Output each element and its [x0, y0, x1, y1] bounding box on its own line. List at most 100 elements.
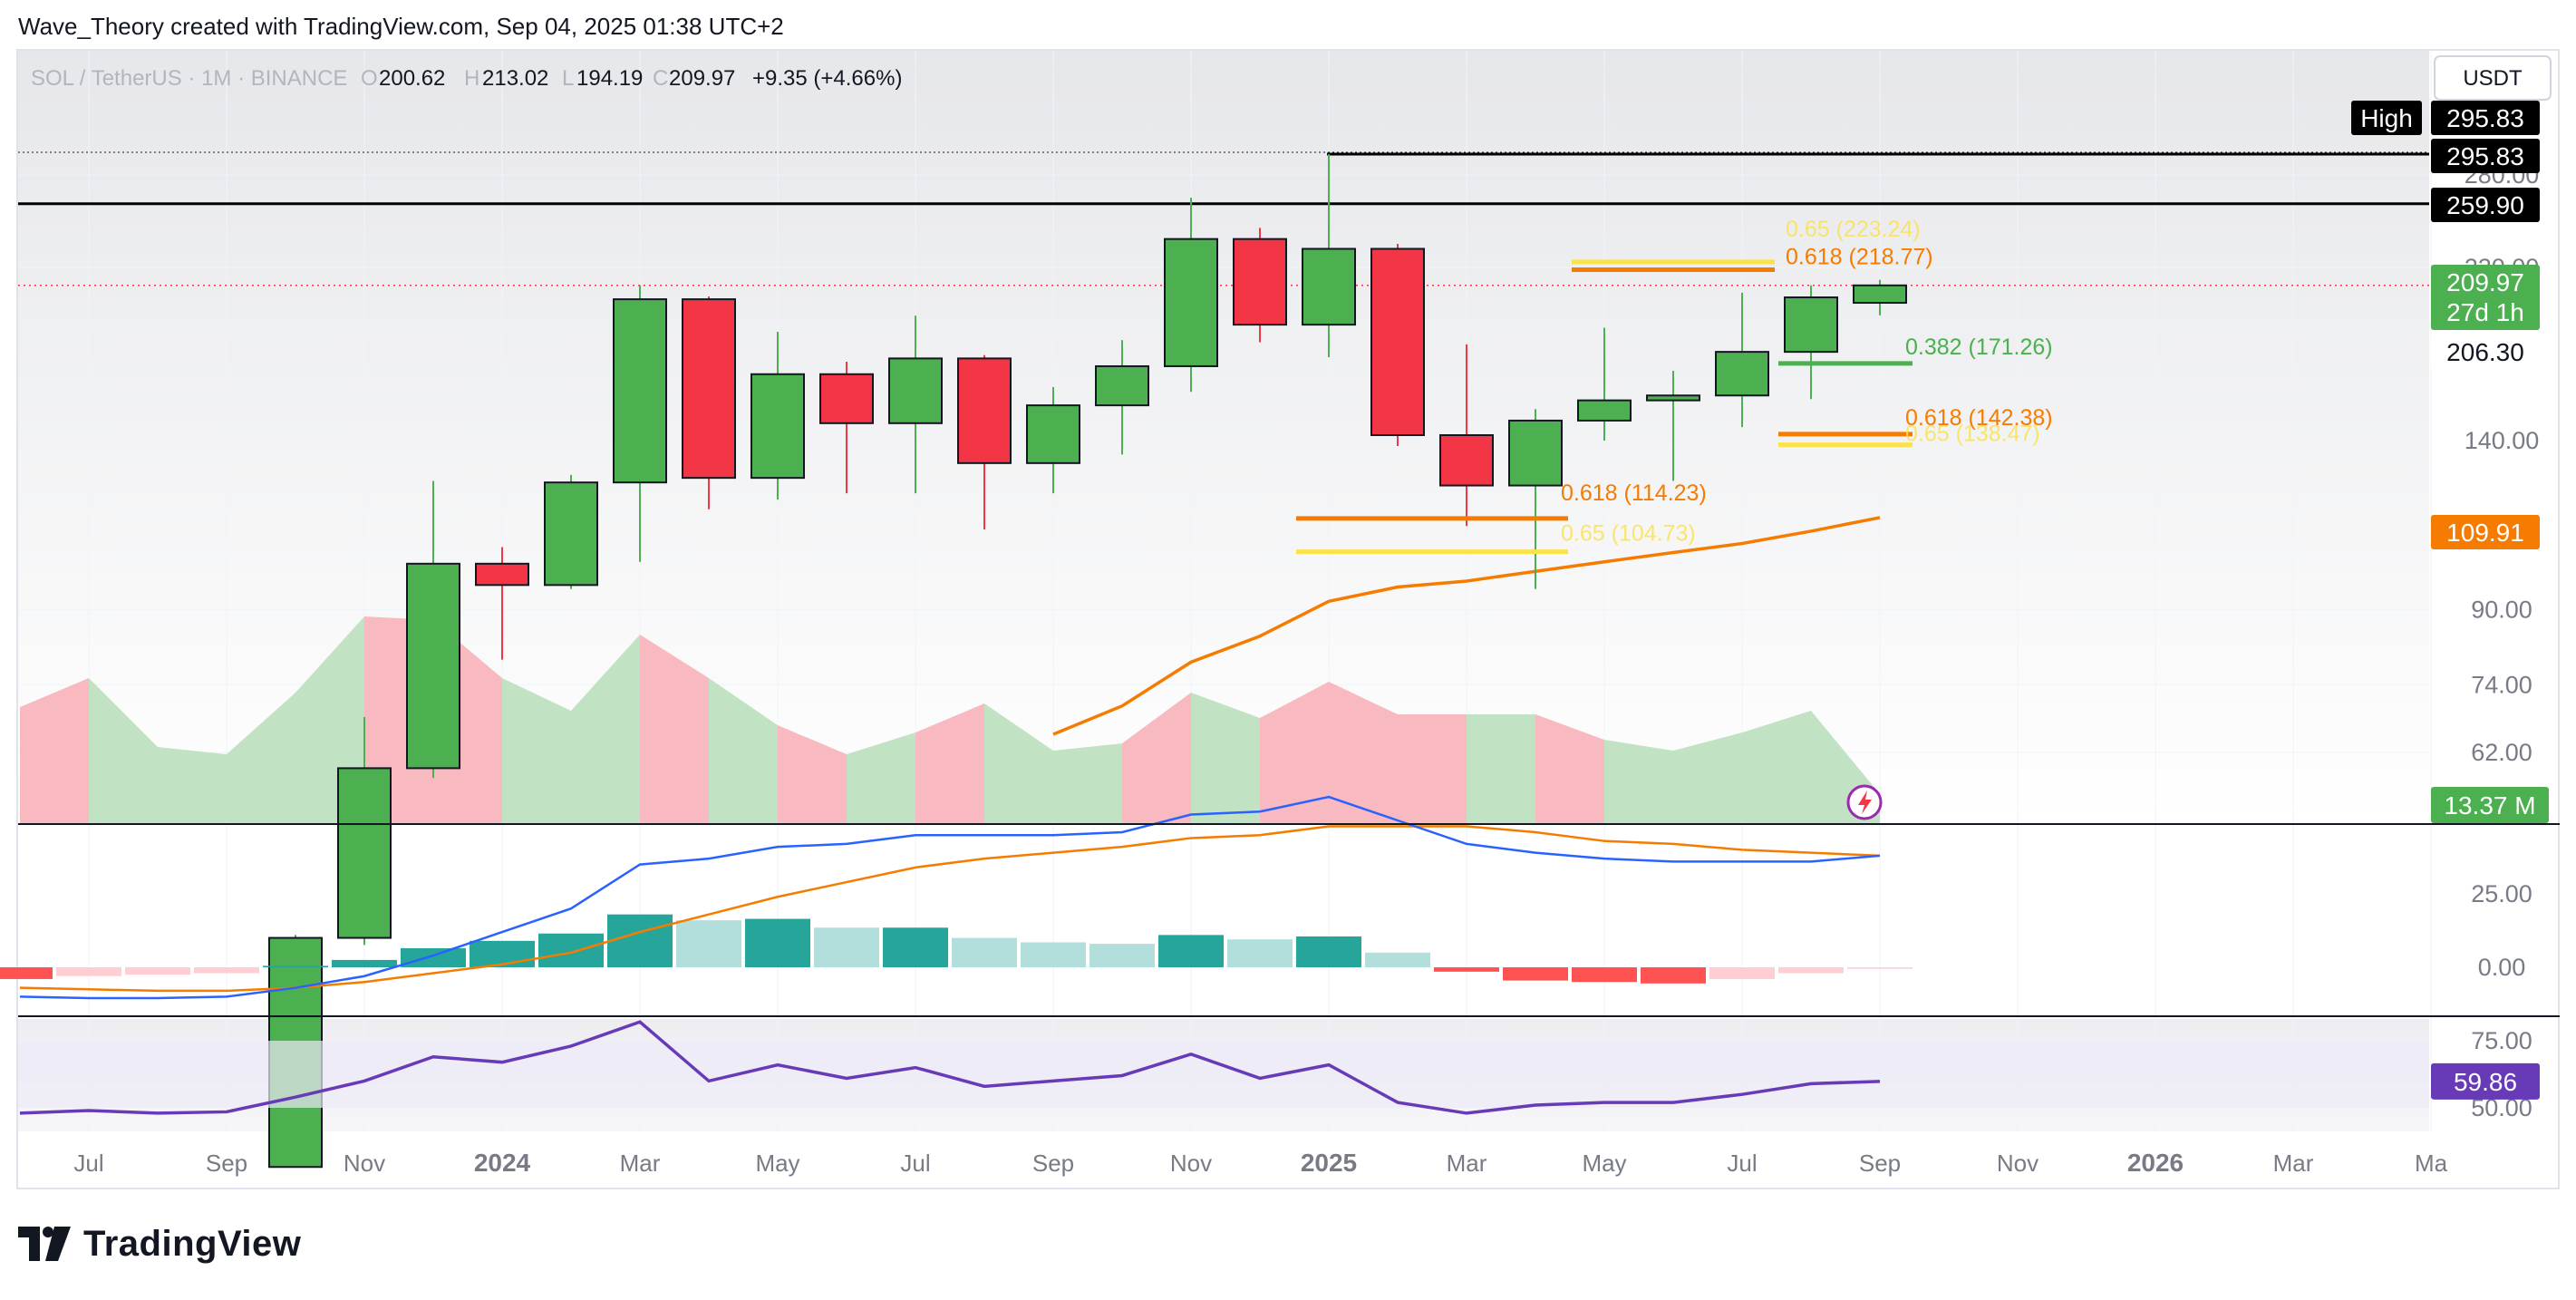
candle-body — [1026, 404, 1080, 464]
macd-histogram-bar — [745, 918, 810, 967]
rsi-badge-bg — [2431, 1062, 2540, 1100]
rsi-line — [19, 1020, 1881, 1115]
x-axis-tick-label: Ma — [2415, 1150, 2448, 1177]
fib-layer: 0.618 (218.77)0.65 (223.24) 0.382 (171.26… — [1296, 217, 2053, 555]
tradingview-logo-text: TradingView — [83, 1223, 302, 1264]
candle-body — [1784, 296, 1838, 354]
chart-frame[interactable] — [16, 49, 2560, 1189]
macd-axis-label: 0.00 — [2478, 954, 2526, 981]
candle-body — [1715, 351, 1769, 397]
candle-body — [1302, 247, 1356, 326]
lightning-bolt-icon[interactable] — [1858, 791, 1872, 814]
volume-area-segment — [1673, 732, 1742, 823]
volume-area-segment — [227, 693, 295, 823]
ohlc-legend: SOL / TetherUS · 1M · BINANCE O 200.62 H… — [31, 66, 902, 91]
fib-level-label: 0.65 (138.47) — [1905, 422, 2040, 447]
macd-histogram-bar — [1503, 967, 1568, 981]
candle-body — [957, 357, 1012, 464]
candle-body — [406, 562, 460, 770]
fib-level-label: 0.382 (171.26) — [1905, 335, 2053, 360]
fib-level-label: 0.618 (142.38) — [1905, 405, 2053, 431]
price-badge-text: 206.30 — [2446, 338, 2524, 366]
rsi-layer — [18, 1020, 2429, 1115]
candle-body — [1164, 238, 1218, 367]
candle-body — [1439, 433, 1494, 487]
volume-badge-text: 13.37 M — [2444, 791, 2535, 820]
macd-histogram-bar — [332, 959, 397, 967]
x-axis-tick-label: Jul — [1727, 1150, 1757, 1177]
volume-area-segment — [89, 678, 158, 823]
macd-histogram-bar — [1778, 967, 1844, 974]
x-axis-tick-label: Nov — [344, 1150, 385, 1177]
moving-average-line — [1052, 516, 1881, 736]
x-axis-tick-label: 2025 — [1301, 1149, 1357, 1177]
price-badge-countdown: 27d 1h — [2446, 298, 2524, 326]
candle-body — [475, 562, 529, 587]
price-axis-label: 90.00 — [2471, 597, 2532, 624]
volume-area-segment — [571, 635, 640, 823]
fib-level-label: 0.65 (104.73) — [1561, 521, 1696, 547]
rsi-badge-text: 59.86 — [2454, 1068, 2517, 1096]
candle-body — [819, 373, 874, 424]
x-axis-tick-label: May — [755, 1150, 799, 1177]
macd-histogram-bar — [56, 967, 121, 976]
macd-histogram-bar — [1709, 967, 1775, 979]
x-axis-tick-label: 2026 — [2127, 1149, 2184, 1177]
candle-layer[interactable] — [268, 154, 1907, 1169]
x-axis-tick-label: Nov — [1997, 1150, 2039, 1177]
macd-signal-line — [19, 825, 1881, 993]
macd-histogram-bar — [194, 967, 259, 974]
x-axis-tick-label: Sep — [1859, 1150, 1901, 1177]
volume-area-segment — [709, 678, 778, 823]
candle-body — [1853, 284, 1907, 305]
macd-histogram-bar — [1296, 936, 1361, 967]
volume-area-segment — [1535, 714, 1604, 823]
candle-body — [613, 298, 667, 484]
volume-area-segment — [1122, 693, 1191, 823]
volume-area-segment — [1191, 693, 1260, 823]
x-axis-tick-label: Mar — [620, 1150, 661, 1177]
legend-symbol: SOL / TetherUS · 1M · BINANCE — [31, 66, 347, 91]
x-axis-tick-label: Sep — [206, 1150, 247, 1177]
price-axis-label: 140.00 — [2465, 427, 2540, 454]
macd-histogram-bar — [1847, 967, 1913, 969]
price-badge-bg — [2431, 101, 2540, 135]
currency-button-label[interactable]: USDT — [2463, 66, 2523, 91]
macd-pane-background — [18, 825, 2429, 1015]
tradingview-logo-icon — [18, 1227, 71, 1261]
legend-h-value: 213.02 — [482, 66, 548, 91]
price-badge-text: 295.83 — [2446, 104, 2524, 132]
volume-area-segment — [20, 678, 89, 823]
volume-area-segment — [158, 747, 227, 823]
attribution-header: Wave_Theory created with TradingView.com… — [18, 13, 784, 40]
alert-icon[interactable] — [1846, 784, 1883, 820]
candle-body — [1370, 247, 1425, 436]
rsi-band — [18, 1041, 2429, 1108]
macd-axis-label: 25.00 — [2471, 880, 2532, 907]
macd-histogram-bar — [125, 967, 190, 975]
candle-body — [337, 767, 392, 939]
macd-histogram-bar — [401, 947, 466, 967]
currency-button-bg[interactable] — [2434, 55, 2552, 101]
macd-histogram-bar — [1021, 942, 1086, 967]
grid-layer — [18, 51, 2432, 1131]
legend-o-label: O — [361, 66, 378, 91]
fib-level-label: 0.65 (223.24) — [1786, 217, 1921, 242]
currency-button[interactable]: USDT — [2434, 55, 2552, 101]
tradingview-logo[interactable]: TradingView — [18, 1222, 301, 1266]
x-axis-tick-label: Jul — [73, 1150, 103, 1177]
rsi-axis-label: 75.00 — [2471, 1027, 2532, 1054]
volume-area-segment — [1329, 682, 1398, 823]
legend-h-label: H — [464, 66, 479, 91]
candle-body — [751, 373, 805, 480]
price-badge-text: 259.90 — [2446, 191, 2524, 219]
volume-area-segment — [502, 678, 571, 823]
fib-level-label: 0.618 (114.23) — [1561, 480, 1707, 506]
legend-l-label: L — [562, 66, 574, 91]
price-badge-text: 109.91 — [2446, 519, 2524, 547]
x-axis-tick-label: Nov — [1170, 1150, 1212, 1177]
volume-area-segment — [1260, 682, 1329, 823]
level-layer — [18, 151, 2429, 286]
